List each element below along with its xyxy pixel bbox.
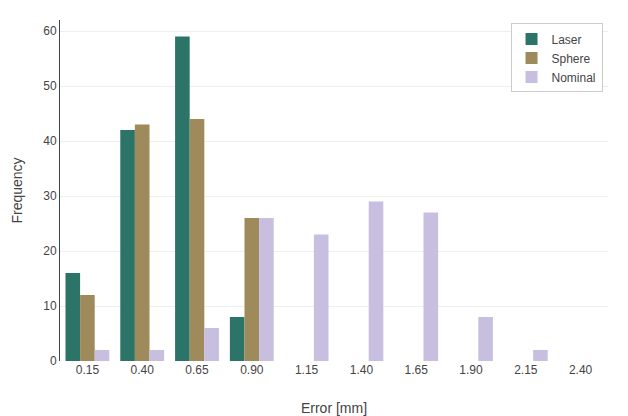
svg-text:50: 50 xyxy=(43,79,57,93)
svg-text:30: 30 xyxy=(43,189,57,203)
svg-text:1.65: 1.65 xyxy=(405,363,429,377)
svg-text:0.65: 0.65 xyxy=(185,363,209,377)
svg-text:Nominal: Nominal xyxy=(552,71,596,85)
svg-text:0.40: 0.40 xyxy=(131,363,155,377)
svg-text:0: 0 xyxy=(50,354,57,368)
svg-text:1.90: 1.90 xyxy=(459,363,483,377)
svg-text:0.90: 0.90 xyxy=(240,363,264,377)
svg-text:2.15: 2.15 xyxy=(514,363,538,377)
svg-text:1.15: 1.15 xyxy=(295,363,319,377)
svg-text:10: 10 xyxy=(43,299,57,313)
svg-text:60: 60 xyxy=(43,24,57,38)
svg-text:Frequency: Frequency xyxy=(9,157,25,223)
svg-text:Sphere: Sphere xyxy=(552,52,591,66)
svg-text:2.40: 2.40 xyxy=(569,363,593,377)
svg-text:1.40: 1.40 xyxy=(350,363,374,377)
svg-text:20: 20 xyxy=(43,244,57,258)
svg-text:Laser: Laser xyxy=(552,33,582,47)
svg-text:0.15: 0.15 xyxy=(76,363,100,377)
svg-text:40: 40 xyxy=(43,134,57,148)
svg-text:Error [mm]: Error [mm] xyxy=(301,400,367,416)
